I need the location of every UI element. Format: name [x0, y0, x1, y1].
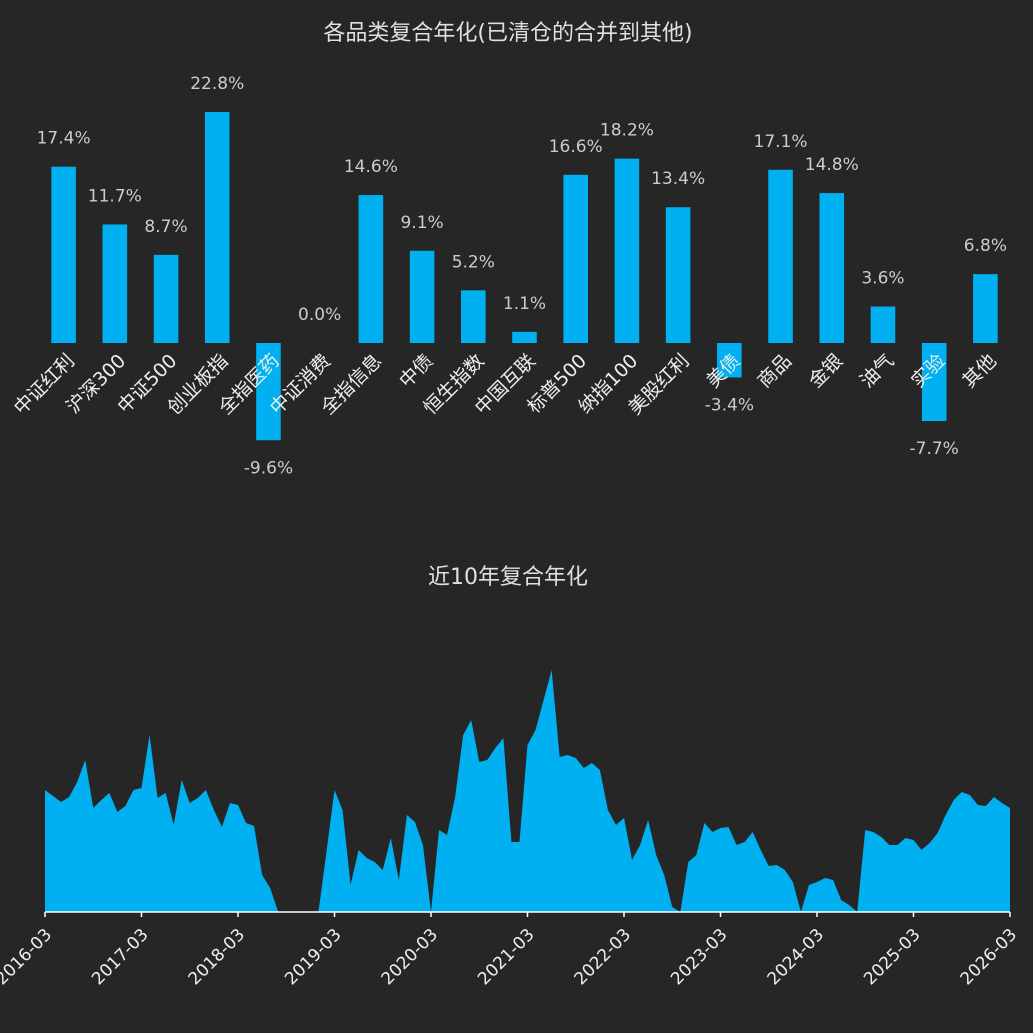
bar — [717, 343, 742, 378]
value-label: -7.7% — [910, 439, 959, 459]
bar — [870, 306, 896, 343]
bar — [153, 254, 179, 343]
bar — [512, 331, 537, 343]
value-label: 5.2% — [452, 252, 495, 272]
value-label: 0.0% — [298, 305, 341, 325]
bar — [51, 166, 76, 343]
value-label: 18.2% — [600, 121, 654, 141]
bar — [819, 193, 845, 343]
bar — [768, 169, 793, 343]
value-label: 8.7% — [144, 217, 187, 237]
bar — [409, 250, 435, 343]
value-label: 6.8% — [964, 236, 1007, 256]
bar — [563, 174, 589, 343]
value-label: 17.4% — [37, 129, 91, 149]
bar — [973, 274, 998, 343]
value-label: 22.8% — [190, 74, 244, 94]
value-label: 9.1% — [400, 213, 443, 233]
bar — [102, 224, 128, 343]
value-label: 17.1% — [754, 132, 808, 152]
value-label: 1.1% — [503, 294, 546, 314]
value-label: -3.4% — [705, 395, 754, 415]
bar — [665, 207, 691, 343]
bar — [256, 343, 281, 441]
value-label: 14.8% — [805, 155, 859, 175]
chart-title: 各品类复合年化(已清仓的合并到其他) — [323, 21, 692, 46]
value-label: 13.4% — [651, 169, 705, 189]
value-label: 14.6% — [344, 157, 398, 177]
value-label: 11.7% — [88, 186, 142, 206]
bar — [358, 195, 384, 343]
value-label: -9.6% — [244, 458, 293, 478]
bar — [204, 112, 230, 343]
bar — [460, 290, 486, 343]
area — [45, 670, 1010, 912]
value-label: 3.6% — [861, 269, 904, 289]
value-label: 16.6% — [549, 137, 603, 157]
bar — [614, 158, 640, 343]
chart-title: 近10年复合年化 — [428, 565, 588, 590]
bar — [921, 343, 947, 422]
